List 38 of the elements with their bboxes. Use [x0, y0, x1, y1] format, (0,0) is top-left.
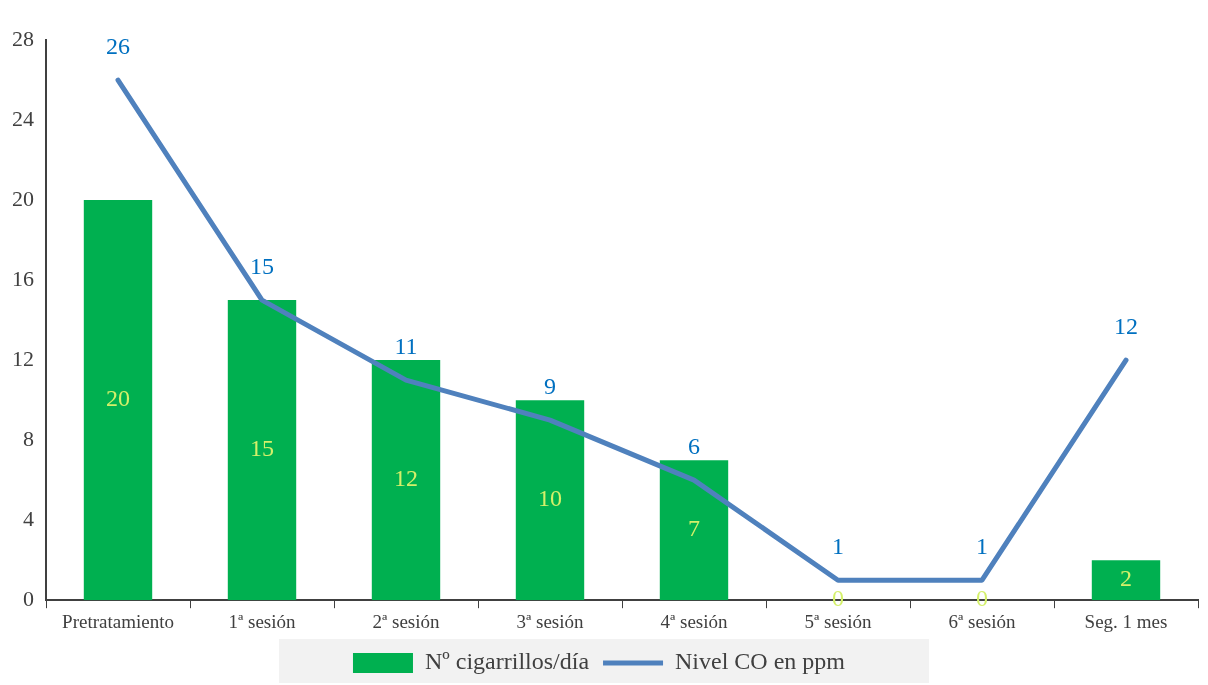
legend-label: Nivel CO en ppm: [675, 648, 846, 675]
data-label: 1: [832, 533, 844, 560]
data-label: 11: [394, 333, 418, 360]
bar: [83, 200, 153, 601]
y-tick-label: 0: [23, 585, 34, 611]
data-label: 15: [250, 253, 274, 280]
data-label: 12: [394, 465, 418, 492]
bar: [515, 400, 585, 601]
data-label: 10: [538, 485, 562, 512]
y-tick-label: 8: [23, 425, 34, 451]
x-tick-label: 4ª sesión: [660, 610, 728, 632]
x-tick-label: 3ª sesión: [516, 610, 584, 632]
x-tick-label: 5ª sesión: [804, 610, 872, 632]
bar: [659, 460, 729, 601]
legend-label: Nº cigarrillos/día: [424, 648, 590, 675]
y-tick-label: 20: [12, 185, 34, 211]
data-label: 1: [976, 533, 988, 560]
y-tick-label: 28: [12, 25, 34, 51]
y-tick-label: 16: [12, 265, 34, 291]
data-label: 6: [688, 433, 700, 460]
bar: [371, 360, 441, 601]
y-tick-label: 24: [12, 105, 34, 131]
bar: [227, 300, 297, 601]
x-tick-label: 6ª sesión: [948, 610, 1016, 632]
data-label: 15: [250, 435, 274, 462]
bar: [1091, 560, 1161, 601]
data-label: 26: [106, 33, 130, 60]
y-tick-label: 12: [12, 345, 34, 371]
data-label: 20: [106, 385, 130, 412]
x-tick-label: Pretratamiento: [62, 610, 174, 632]
data-label: 2: [1120, 565, 1132, 592]
data-label: 9: [544, 373, 556, 400]
y-tick-label: 4: [23, 505, 34, 531]
data-label: 7: [688, 515, 700, 542]
x-tick-label: Seg. 1 mes: [1084, 610, 1168, 632]
x-tick-label: 2ª sesión: [372, 610, 440, 632]
x-tick-label: 1ª sesión: [228, 610, 296, 632]
data-label: 12: [1114, 313, 1138, 340]
